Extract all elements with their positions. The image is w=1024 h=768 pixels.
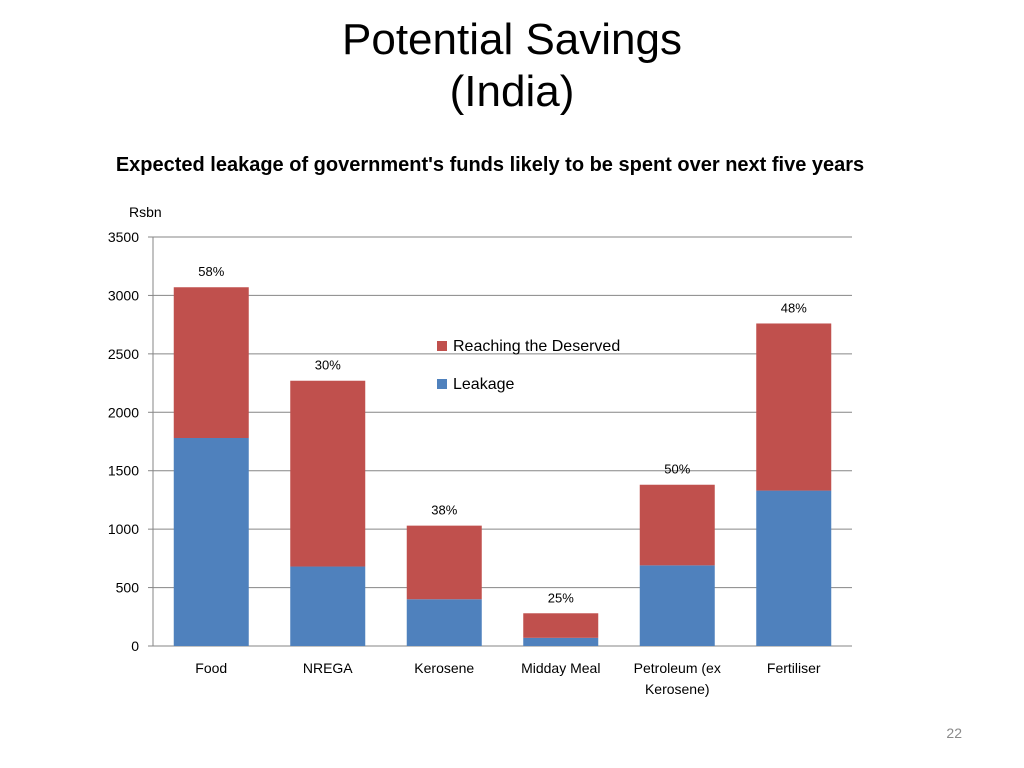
slide-title: Potential Savings (India): [0, 14, 1024, 118]
y-tick-label: 3000: [108, 287, 139, 303]
slide-title-line2: (India): [449, 67, 575, 116]
y-tick-label: 0: [131, 638, 139, 654]
legend-label: Reaching the Deserved: [453, 338, 620, 355]
data-label: 58%: [198, 264, 224, 279]
x-tick-label: Petroleum (ex Kerosene): [634, 660, 721, 697]
bar-segment: [406, 599, 482, 646]
bar-segment: [173, 437, 249, 646]
y-tick-label: 1000: [108, 521, 139, 537]
bar-segment: [290, 566, 366, 646]
x-tick-label: NREGA: [303, 660, 353, 676]
x-tick-label: Midday Meal: [521, 660, 600, 676]
x-tick-label: Kerosene: [414, 660, 474, 676]
bar-segment: [639, 565, 715, 646]
bar-segment: [523, 637, 599, 646]
bar-segment: [639, 484, 715, 566]
data-label: 25%: [548, 590, 574, 605]
bar-segment: [523, 613, 599, 638]
y-tick-label: 2500: [108, 346, 139, 362]
y-axis-unit-label: Rsbn: [129, 204, 162, 220]
bar-segment: [406, 525, 482, 600]
y-tick-label: 500: [116, 580, 140, 596]
data-label: 30%: [315, 358, 341, 373]
bar-segment: [756, 490, 832, 646]
y-tick-label: 3500: [108, 229, 139, 245]
legend-swatch: [437, 379, 447, 389]
chart-title: Expected leakage of government's funds l…: [115, 154, 865, 176]
legend-swatch: [437, 341, 447, 351]
data-label: 50%: [664, 462, 690, 477]
data-label: 48%: [781, 300, 807, 315]
x-tick-label: Food: [195, 660, 227, 676]
slide-number: 22: [946, 725, 962, 741]
y-tick-label: 1500: [108, 463, 139, 479]
legend-label: Leakage: [453, 376, 514, 393]
bar-segment: [756, 323, 832, 491]
x-tick-label: Fertiliser: [767, 660, 821, 676]
data-label: 38%: [431, 503, 457, 518]
bar-segment: [173, 287, 249, 438]
y-tick-label: 2000: [108, 404, 139, 420]
bar-segment: [290, 380, 366, 567]
slide-title-line1: Potential Savings: [342, 15, 682, 64]
